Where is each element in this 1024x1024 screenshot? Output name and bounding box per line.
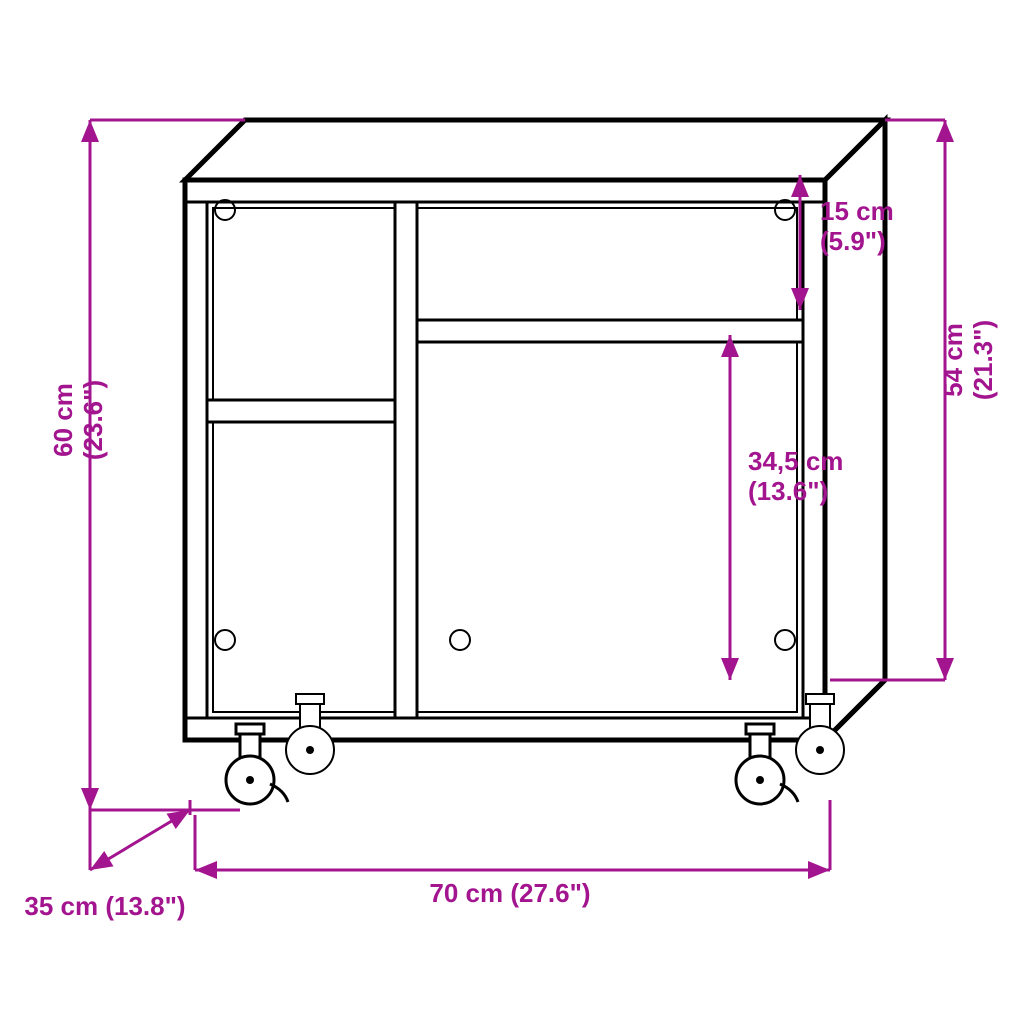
dim-height-total-label: 60 cm(23.6"): [48, 380, 108, 460]
dim-width-label: 70 cm (27.6"): [429, 878, 590, 908]
caster: [736, 724, 798, 804]
dim-shelf-top-label: 15 cm(5.9"): [820, 196, 894, 256]
caster: [226, 724, 288, 804]
dim-height-inner-label: 54 cm(21.3"): [938, 320, 998, 400]
dim-depth-label: 35 cm (13.8"): [24, 891, 185, 921]
